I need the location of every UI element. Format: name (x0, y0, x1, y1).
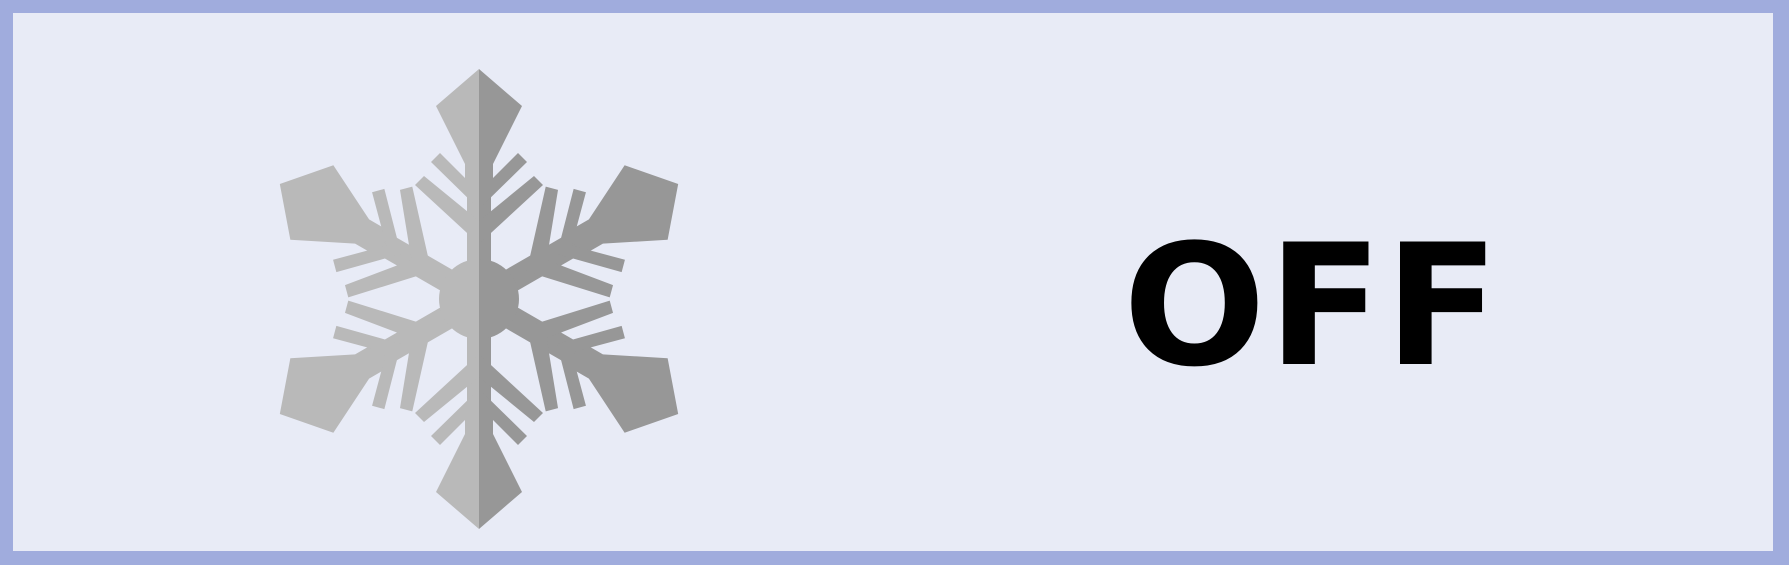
cooling-toggle-panel[interactable]: OFF (13, 13, 1773, 551)
snowflake-icon (259, 61, 699, 537)
power-status-label: OFF (1123, 208, 1502, 404)
